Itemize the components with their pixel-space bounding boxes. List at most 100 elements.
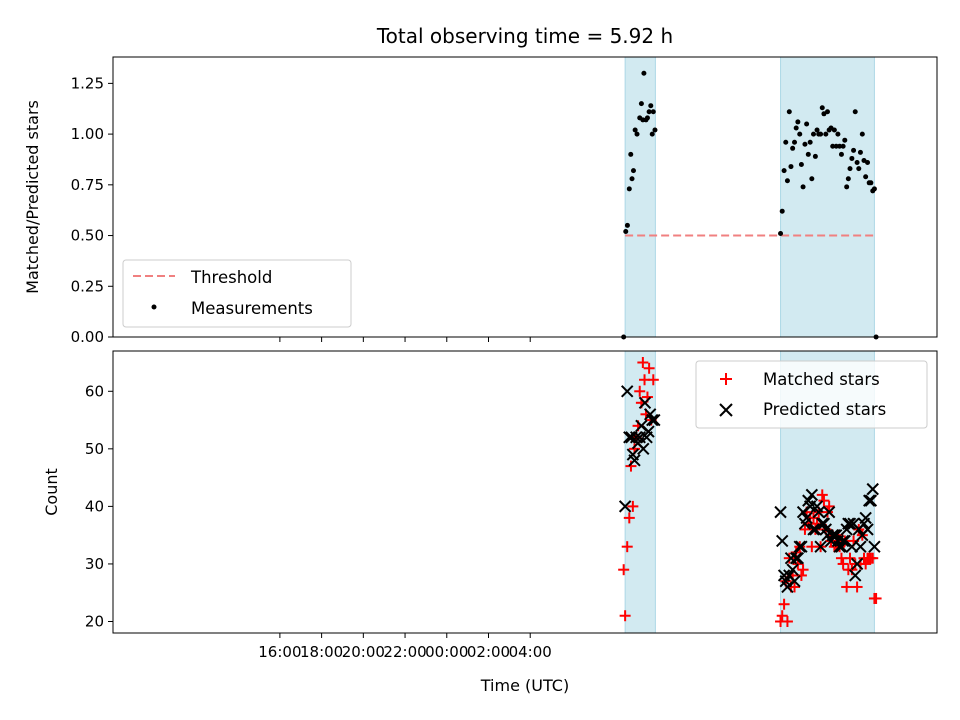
measurement-point [804, 121, 810, 127]
measurement-point [641, 70, 647, 76]
predicted-star-point [849, 569, 862, 582]
measurement-point [781, 168, 787, 174]
measurement-point [634, 131, 640, 137]
legend-matched-label: Matched stars [763, 370, 880, 389]
count-y-tick-label: 40 [85, 497, 104, 515]
matched-star-point [778, 598, 790, 610]
count-panel-frame [112, 350, 938, 634]
predicted-star-point [789, 551, 803, 565]
matched-star-point [783, 552, 795, 564]
measurement-point [795, 119, 801, 125]
predicted-star-point [642, 425, 655, 438]
matched-star-point [823, 500, 835, 512]
measurement-point [851, 147, 857, 153]
predicted-star-point [800, 511, 813, 525]
predicted-star-point [628, 454, 641, 467]
predicted-star-point [618, 500, 632, 513]
legend-matched-swatch [720, 373, 732, 385]
count-x-tick-label: 04:00 [509, 643, 552, 661]
count-x-tick-label: 22:00 [383, 643, 426, 661]
measurement-point [802, 141, 808, 147]
measurement-point [809, 176, 815, 182]
matched-star-point [627, 500, 639, 512]
predicted-star-point [648, 413, 661, 427]
measurement-point [783, 139, 789, 145]
measurement-point [856, 166, 862, 172]
count-points [618, 357, 882, 627]
measurement-point [652, 127, 658, 133]
legend-measurement-label: Measurements [191, 299, 313, 318]
measurement-point [648, 103, 654, 109]
x-axis-label: Time (UTC) [480, 676, 569, 695]
count-y-ticks: 20 30 40 50 60 [85, 382, 113, 630]
measurement-point [831, 127, 837, 133]
matched-star-point [647, 374, 659, 386]
measurement-point [849, 155, 855, 161]
measurement-point [854, 160, 860, 166]
predicted-star-point [786, 563, 799, 576]
predicted-star-point [788, 574, 801, 588]
count-x-tick-label: 00:00 [425, 643, 468, 661]
count-y-tick-label: 60 [85, 382, 104, 400]
count-x-tick-label: 02:00 [467, 643, 510, 661]
ratio-y-tick-label: 0.75 [71, 176, 104, 194]
ratio-y-tick-label: 1.00 [71, 125, 104, 143]
measurement-point [624, 222, 630, 228]
matched-star-point [781, 615, 793, 627]
measurement-point [812, 153, 818, 159]
matched-star-point [625, 460, 637, 472]
measurement-point [788, 164, 794, 170]
predicted-star-point [828, 528, 841, 542]
measurement-point [842, 137, 848, 143]
predicted-star-point [854, 540, 867, 553]
matched-star-point [621, 541, 633, 553]
count-y-tick-label: 30 [85, 555, 104, 573]
observing-window-0 [624, 56, 656, 338]
chart-title: Total observing time = 5.92 h [376, 24, 673, 48]
matched-star-point [637, 357, 649, 369]
measurement-point [786, 109, 792, 115]
predicted-star-point [814, 540, 827, 553]
legend-threshold-label: Threshold [190, 268, 272, 287]
measurement-point [865, 160, 871, 166]
measurement-point [784, 178, 790, 184]
matched-star-point [844, 552, 856, 564]
count-y-tick-label: 50 [85, 440, 104, 458]
measurement-point [630, 168, 636, 174]
matched-star-point [619, 610, 631, 622]
ratio-y-tick-label: 0.50 [71, 227, 104, 245]
predicted-star-point [812, 505, 825, 519]
measurement-point [868, 180, 874, 186]
measurement-point [638, 101, 644, 107]
measurement-point [857, 149, 863, 155]
ratio-panel-frame [112, 56, 938, 338]
measurement-point [646, 109, 652, 115]
measurement-point [792, 139, 798, 145]
measurement-point [835, 131, 841, 137]
measurement-point [824, 109, 830, 115]
measurement-point [837, 143, 843, 149]
legend-measurement-swatch [151, 304, 157, 310]
matched-star-point [776, 610, 788, 622]
matched-star-point [841, 581, 853, 593]
measurement-point [818, 131, 824, 137]
predicted-star-point [843, 517, 857, 530]
measurement-point [798, 162, 804, 168]
predicted-star-point [862, 494, 876, 507]
matched-star-point [821, 506, 833, 518]
measurement-point [632, 127, 638, 133]
predicted-star-point [868, 540, 881, 553]
measurement-point [800, 184, 806, 190]
measurement-point [847, 166, 853, 172]
measurement-point [623, 228, 629, 234]
matched-star-point [816, 489, 828, 501]
ratio-y-tick-label: 0.25 [71, 277, 104, 295]
predicted-star-point [836, 534, 850, 548]
count-legend: Matched stars Predicted stars [695, 360, 928, 429]
predicted-star-point [795, 540, 808, 553]
measurement-point [778, 231, 784, 237]
measurement-point [830, 143, 836, 149]
matched-star-point [623, 512, 635, 524]
